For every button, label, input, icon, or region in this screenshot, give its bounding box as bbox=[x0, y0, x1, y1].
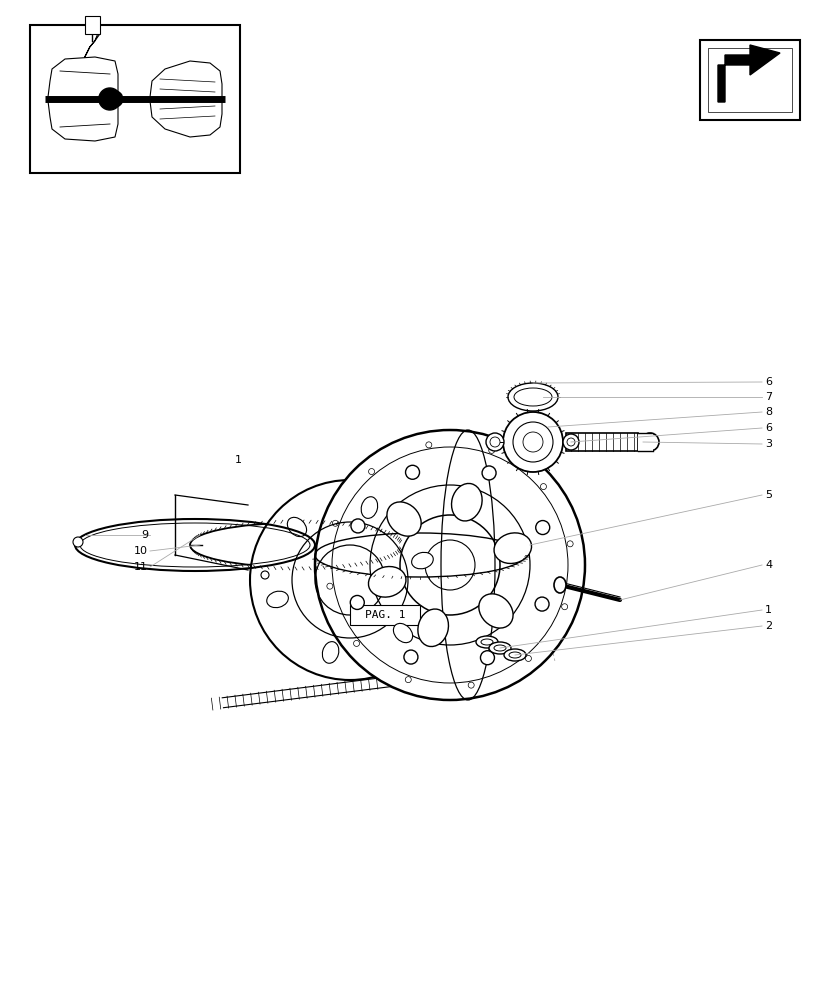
Ellipse shape bbox=[562, 434, 578, 450]
Circle shape bbox=[250, 480, 449, 680]
Ellipse shape bbox=[393, 623, 412, 643]
Ellipse shape bbox=[368, 567, 405, 597]
Text: PAG. 1: PAG. 1 bbox=[365, 610, 404, 620]
Ellipse shape bbox=[451, 483, 481, 521]
Bar bbox=[566, 433, 638, 451]
Bar bbox=[84, 16, 100, 34]
Circle shape bbox=[480, 651, 494, 665]
Ellipse shape bbox=[189, 523, 399, 567]
Bar bbox=[707, 48, 791, 112]
Ellipse shape bbox=[485, 433, 504, 451]
Ellipse shape bbox=[489, 642, 510, 654]
Circle shape bbox=[351, 519, 365, 533]
Ellipse shape bbox=[411, 552, 433, 569]
Ellipse shape bbox=[361, 497, 377, 518]
Circle shape bbox=[350, 595, 364, 609]
Text: 11: 11 bbox=[134, 562, 148, 572]
Ellipse shape bbox=[98, 88, 121, 110]
Text: 4: 4 bbox=[764, 560, 772, 570]
Text: 6: 6 bbox=[764, 377, 771, 387]
Ellipse shape bbox=[478, 594, 513, 628]
Ellipse shape bbox=[287, 517, 306, 537]
Ellipse shape bbox=[418, 609, 448, 647]
Ellipse shape bbox=[322, 642, 338, 663]
Circle shape bbox=[73, 537, 83, 547]
Text: 1: 1 bbox=[764, 605, 771, 615]
Ellipse shape bbox=[417, 656, 457, 696]
Ellipse shape bbox=[266, 591, 288, 608]
Bar bbox=[350, 605, 419, 625]
Ellipse shape bbox=[504, 649, 525, 661]
Ellipse shape bbox=[107, 91, 122, 107]
Text: 2: 2 bbox=[764, 621, 772, 631]
Circle shape bbox=[535, 521, 549, 535]
Circle shape bbox=[502, 412, 562, 472]
Circle shape bbox=[261, 571, 269, 579]
Circle shape bbox=[314, 430, 585, 700]
Ellipse shape bbox=[553, 577, 566, 593]
Ellipse shape bbox=[640, 433, 658, 451]
Ellipse shape bbox=[386, 502, 421, 536]
Text: 1: 1 bbox=[235, 455, 241, 465]
Text: 9: 9 bbox=[141, 530, 148, 540]
Text: 8: 8 bbox=[764, 407, 772, 417]
Circle shape bbox=[534, 597, 548, 611]
Text: 5: 5 bbox=[764, 490, 771, 500]
Ellipse shape bbox=[508, 383, 557, 411]
Text: 6: 6 bbox=[764, 423, 771, 433]
Ellipse shape bbox=[476, 636, 497, 648]
Bar bbox=[699, 40, 799, 120]
Ellipse shape bbox=[494, 533, 531, 563]
Text: 10: 10 bbox=[134, 546, 148, 556]
Text: 3: 3 bbox=[764, 439, 771, 449]
Bar bbox=[30, 25, 240, 173]
Circle shape bbox=[405, 465, 419, 479]
Circle shape bbox=[404, 650, 418, 664]
Text: 7: 7 bbox=[764, 392, 772, 402]
Bar bbox=[638, 433, 653, 451]
Polygon shape bbox=[717, 45, 779, 102]
Circle shape bbox=[481, 466, 495, 480]
